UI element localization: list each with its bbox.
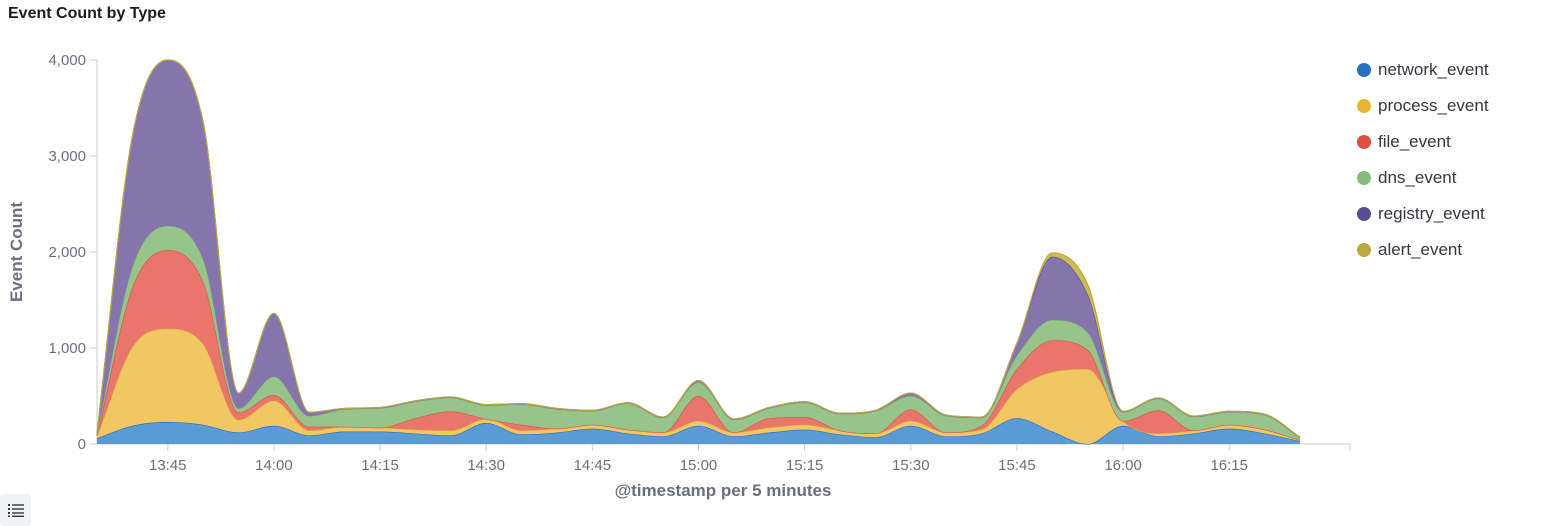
y-tick-label: 0	[78, 436, 86, 453]
legend-label: registry_event	[1378, 204, 1485, 223]
x-tick-label: 13:45	[149, 457, 187, 474]
legend-label: dns_event	[1378, 168, 1457, 187]
legend-label: file_event	[1378, 132, 1451, 151]
x-tick-label: 14:30	[467, 457, 505, 474]
y-axis-title: Event Count	[7, 202, 26, 302]
legend-swatch	[1357, 63, 1371, 77]
x-tick-label: 16:00	[1104, 457, 1142, 474]
line-alert-event	[96, 59, 1301, 438]
list-icon	[7, 504, 24, 517]
y-tick-label: 2,000	[48, 244, 86, 261]
legend-item-file-event[interactable]: file_event	[1357, 124, 1489, 160]
x-tick-label: 15:00	[680, 457, 718, 474]
area-process-event[interactable]	[97, 328, 1300, 444]
line-file-event	[96, 249, 1301, 441]
x-tick-label: 15:15	[786, 457, 824, 474]
legend-swatch	[1357, 135, 1371, 149]
legend-item-alert-event[interactable]: alert_event	[1357, 232, 1489, 268]
legend-label: alert_event	[1378, 240, 1463, 259]
x-tick-label: 14:00	[255, 457, 293, 474]
y-tick-label: 4,000	[48, 52, 86, 69]
x-tick-label: 15:45	[998, 457, 1036, 474]
x-axis-title: @timestamp per 5 minutes	[615, 481, 832, 500]
line-dns-event	[96, 225, 1301, 439]
chart-axes: 0 1,000 2,000 3,000 4,000 13:45 14:00 14:15 14:3…	[48, 52, 1351, 474]
legend-item-network-event[interactable]: network_event	[1357, 52, 1489, 88]
x-tick-label: 16:15	[1210, 457, 1248, 474]
legend-item-dns-event[interactable]: dns_event	[1357, 160, 1489, 196]
chart-legend: network_event process_event file_event dns_…	[1357, 52, 1489, 268]
area-file-event[interactable]	[97, 250, 1300, 441]
chart-series	[96, 59, 1301, 445]
x-tick-label: 14:15	[361, 457, 399, 474]
x-tick-label: 14:45	[574, 457, 612, 474]
legend-swatch	[1357, 243, 1371, 257]
legend-label: process_event	[1378, 96, 1489, 115]
legend-item-process-event[interactable]: process_event	[1357, 88, 1489, 124]
legend-swatch	[1357, 171, 1371, 185]
legend-toggle-button[interactable]	[0, 494, 31, 526]
y-tick-label: 1,000	[48, 340, 86, 357]
line-process-event	[96, 328, 1301, 441]
x-tick-label: 15:30	[892, 457, 930, 474]
area-network-event[interactable]	[97, 418, 1300, 444]
legend-item-registry-event[interactable]: registry_event	[1357, 196, 1489, 232]
legend-label: network_event	[1378, 60, 1489, 79]
panel-title: Event Count by Type	[8, 5, 166, 22]
legend-swatch	[1357, 207, 1371, 221]
legend-swatch	[1357, 99, 1371, 113]
y-tick-label: 3,000	[48, 148, 86, 165]
area-dns-event[interactable]	[97, 226, 1300, 441]
